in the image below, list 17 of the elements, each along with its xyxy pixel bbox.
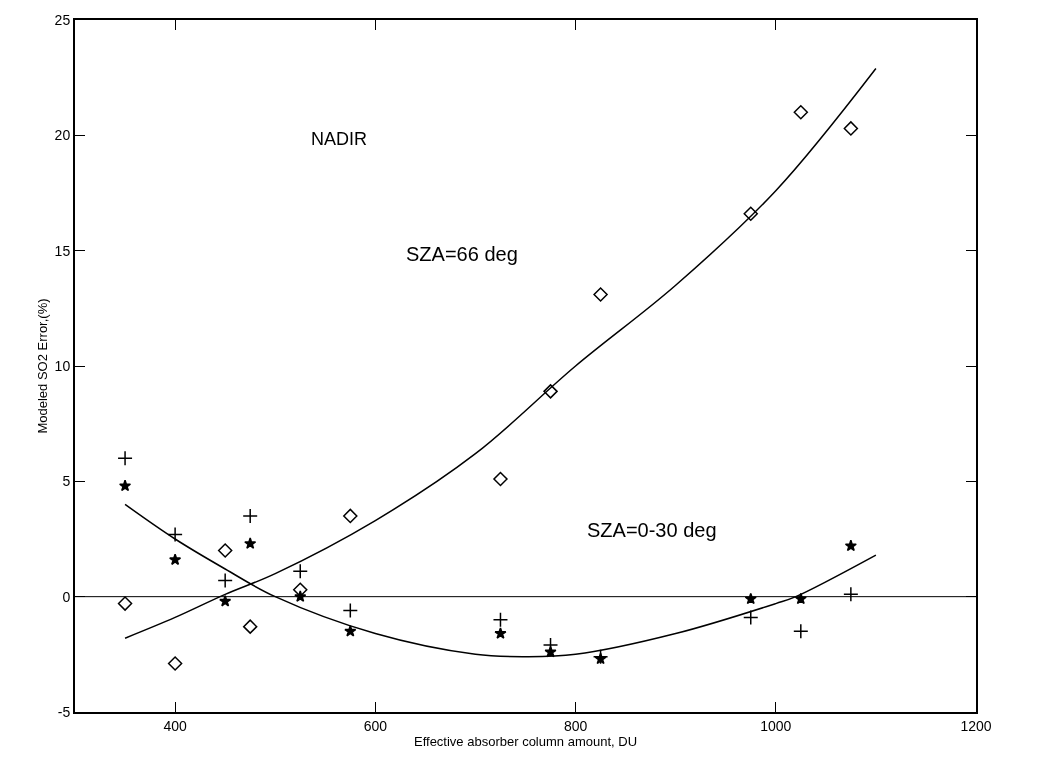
x-tick-label: 800 xyxy=(563,717,588,734)
y-tick-label: 20 xyxy=(54,127,71,144)
y-tick-label: 15 xyxy=(54,242,71,259)
x-tick-label: 600 xyxy=(363,717,388,734)
annotation: NADIR xyxy=(311,129,368,149)
y-tick-label: 10 xyxy=(54,357,71,374)
annotation: SZA=66 deg xyxy=(406,243,518,265)
y-axis-title: Modeled SO2 Error,(%) xyxy=(35,298,51,434)
x-tick-label: 1200 xyxy=(960,717,992,734)
y-tick-label: 5 xyxy=(62,473,71,490)
x-tick-label: 400 xyxy=(163,717,187,734)
x-axis-title: Effective absorber column amount, DU xyxy=(413,733,638,749)
x-tick-label: 1000 xyxy=(760,717,792,734)
y-tick-label: 0 xyxy=(62,588,71,605)
y-tick-label: -5 xyxy=(57,703,71,720)
annotation: SZA=0-30 deg xyxy=(587,519,717,541)
y-tick-label: 25 xyxy=(54,11,71,28)
